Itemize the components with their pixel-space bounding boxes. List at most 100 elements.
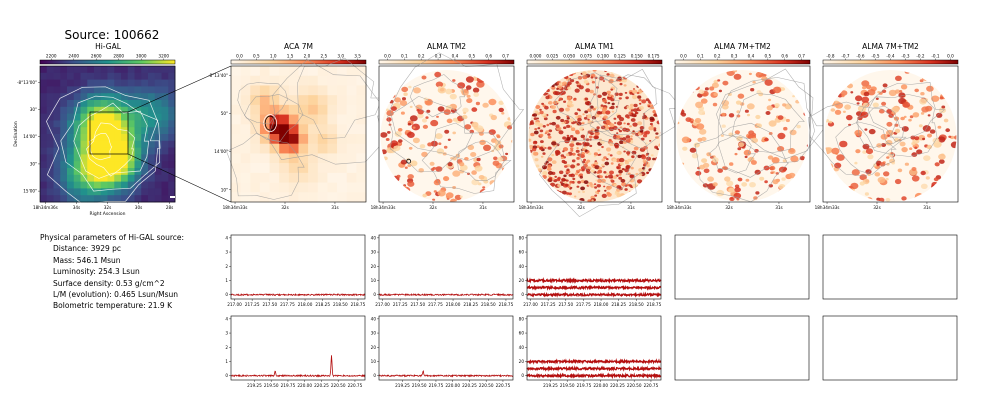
map-pixel	[327, 124, 338, 135]
map-speckle	[583, 180, 589, 185]
map-speckle	[929, 129, 936, 134]
colorbar-tick-label: -0.8	[826, 54, 835, 59]
map-pixel	[337, 114, 348, 125]
map-speckle	[450, 198, 457, 202]
map-speckle	[724, 176, 731, 182]
map-speckle	[642, 159, 647, 163]
map-speckle	[408, 146, 413, 150]
map-speckle	[585, 88, 591, 93]
map-speckle	[748, 72, 752, 76]
map-speckle	[566, 96, 572, 101]
map-tm2	[379, 52, 525, 202]
map-speckle	[437, 189, 446, 197]
map-speckle	[899, 141, 906, 147]
map-speckle	[788, 148, 796, 155]
map-pixel	[67, 140, 75, 148]
contour-line	[867, 81, 946, 143]
map-speckle	[488, 98, 497, 106]
map-speckle	[698, 89, 705, 95]
map-pixel	[168, 174, 176, 182]
map-speckle	[591, 79, 594, 82]
y-tick-label: 3	[225, 331, 228, 336]
map-speckle	[599, 116, 602, 118]
map-pixel	[114, 174, 122, 182]
map-speckle	[602, 98, 607, 103]
map-pixel	[279, 95, 290, 106]
colorbar-tick-label: 0.6	[485, 54, 492, 59]
map-speckle	[902, 101, 911, 108]
map-speckle	[443, 176, 450, 182]
map-speckle	[626, 105, 631, 109]
map-pixel	[298, 192, 309, 203]
map-speckle	[534, 128, 538, 131]
map-speckle	[422, 193, 428, 198]
map-speckle	[432, 198, 436, 201]
map-pixel	[73, 66, 81, 74]
map-pixel	[127, 181, 135, 189]
map-pixel	[114, 79, 122, 87]
map-speckle	[564, 179, 567, 182]
map-speckle	[751, 132, 757, 137]
map-pixel	[53, 154, 61, 162]
map-pixel	[337, 85, 348, 96]
map-pixel	[327, 114, 338, 125]
map-speckle	[855, 95, 863, 102]
map-speckle	[566, 192, 570, 195]
map-pixel	[60, 86, 68, 94]
map-pixel	[298, 95, 309, 106]
map-speckle	[533, 130, 539, 135]
map-speckle	[764, 180, 768, 184]
map-pixel	[107, 86, 115, 94]
map-pixel	[73, 106, 81, 114]
map-pixel	[161, 174, 169, 182]
map-pixel	[87, 72, 95, 80]
map-pixel	[127, 161, 135, 169]
map-speckle	[616, 132, 619, 135]
colorbar-bar	[230, 59, 367, 65]
map-speckle	[563, 126, 567, 129]
map-speckle	[734, 187, 741, 193]
x-tick-label: 220.00	[445, 383, 460, 388]
map-pixel	[40, 195, 48, 203]
x-tick-label: 218.25	[315, 302, 330, 307]
map-speckle	[570, 173, 575, 178]
colorbar-tick-label: 0.1	[401, 54, 408, 59]
map-pixel	[40, 174, 48, 182]
map-pixel	[100, 120, 108, 128]
contour-line	[808, 101, 907, 177]
map-speckle	[653, 127, 657, 130]
y-tick-label: 20	[371, 264, 377, 269]
map-pixel	[148, 106, 156, 114]
map-pixel	[127, 127, 135, 135]
y-tick-label: 10"	[221, 187, 228, 192]
map-pixel	[46, 86, 54, 94]
colorbar-tick-label: 0.025	[546, 54, 558, 59]
map-pixel	[154, 181, 162, 189]
map-speckle	[717, 168, 723, 173]
colorbar-tick-label: 2400	[68, 54, 79, 59]
map-speckle	[390, 106, 397, 111]
contour-line	[579, 127, 650, 190]
map-speckle	[903, 115, 907, 118]
map-speckle	[744, 109, 749, 113]
spectrum-spec_r2c2: 219.25 219.50 219.75 220.00 220.25 220.50 220.…	[371, 315, 514, 388]
map-pixel	[73, 168, 81, 176]
map-pixel	[154, 195, 162, 203]
map-speckle	[409, 115, 418, 122]
map-speckle	[891, 106, 900, 113]
map-pixel	[134, 120, 142, 128]
x-tick-label: 219.50	[412, 383, 427, 388]
map-pixel	[250, 153, 261, 164]
colorbar-tick-label: 0.3	[435, 54, 442, 59]
map-speckle	[478, 175, 485, 180]
map-pixel	[154, 161, 162, 169]
map-speckle	[466, 98, 473, 104]
map-speckle	[831, 147, 840, 155]
map-pixel	[346, 85, 357, 96]
map-pixel	[94, 140, 102, 148]
map-speckle	[877, 176, 886, 184]
map-pixel	[346, 163, 357, 174]
map-speckle	[561, 178, 566, 182]
map-speckle	[588, 152, 592, 156]
y-tick-label: 60	[519, 331, 525, 336]
